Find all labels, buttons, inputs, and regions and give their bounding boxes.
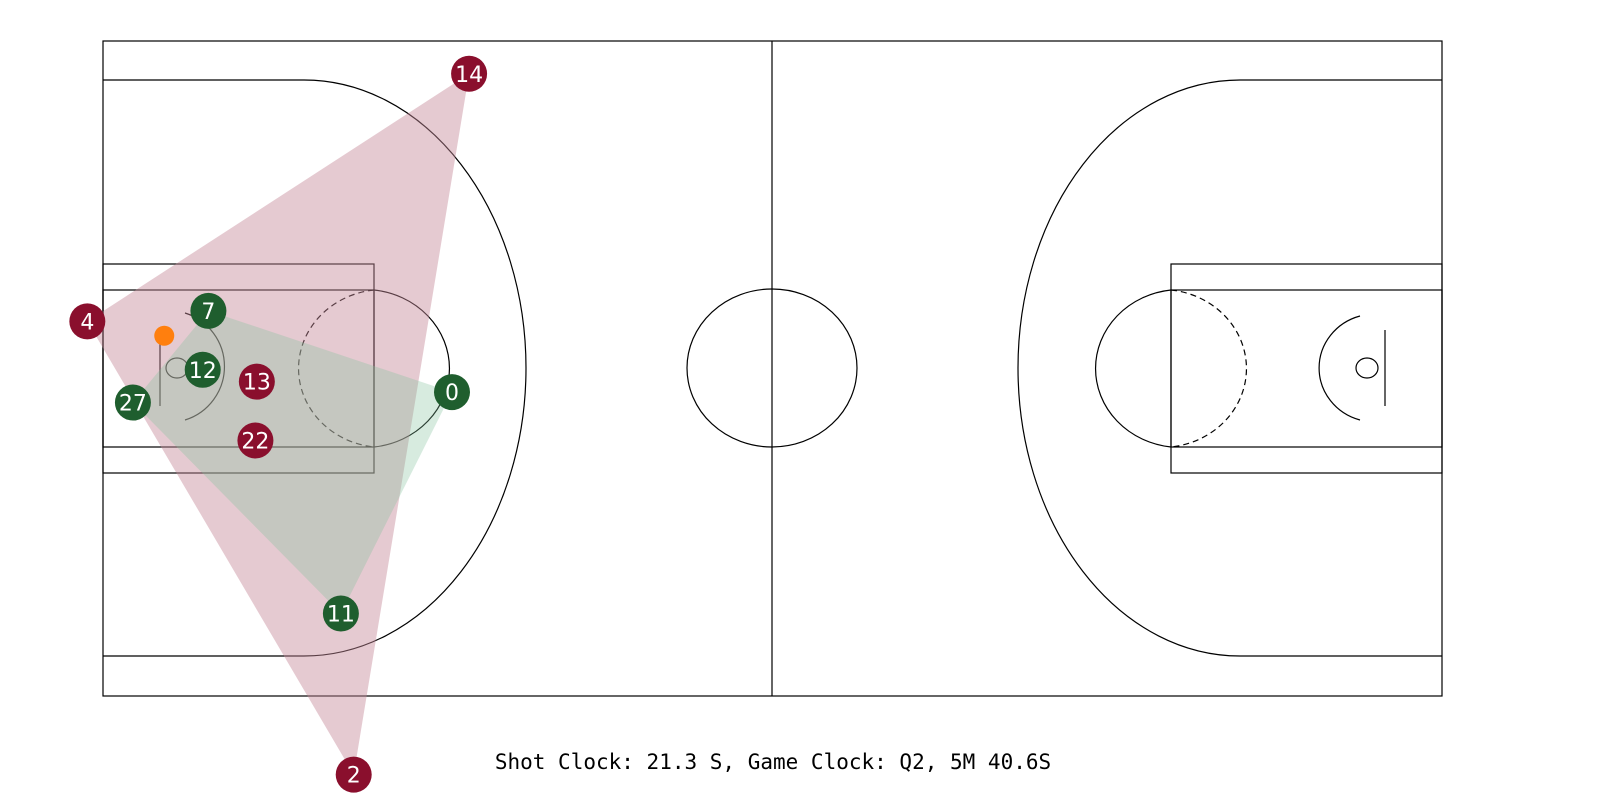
ball-layer — [154, 326, 174, 346]
right-free-throw-circle-solid — [1096, 290, 1171, 447]
away-player-12[interactable]: 12 — [185, 352, 221, 388]
home-player-number: 2 — [347, 764, 361, 789]
clock-text: Shot Clock: 21.3 S, Game Clock: Q2, 5M 4… — [495, 750, 1051, 774]
home-player-14[interactable]: 14 — [451, 56, 487, 92]
away-player-27[interactable]: 27 — [115, 385, 151, 421]
away-player-number: 27 — [119, 392, 147, 417]
right-hoop — [1356, 358, 1378, 378]
home-player-4[interactable]: 4 — [69, 303, 105, 339]
away-player-number: 12 — [189, 359, 217, 384]
away-player-0[interactable]: 0 — [434, 374, 470, 410]
right-half-markings — [1018, 80, 1442, 656]
away-player-number: 11 — [327, 602, 355, 627]
right-free-throw-circle-dashed — [1171, 290, 1246, 447]
away-player-11[interactable]: 11 — [323, 595, 359, 631]
right-restricted-area — [1319, 316, 1360, 420]
home-player-13[interactable]: 13 — [239, 364, 275, 400]
home-player-2[interactable]: 2 — [336, 757, 372, 793]
home-player-number: 4 — [80, 310, 94, 335]
home-player-number: 14 — [455, 63, 483, 88]
home-player-number: 13 — [243, 371, 271, 396]
team-hulls — [87, 74, 469, 775]
right-three-point-arc — [1018, 80, 1240, 656]
away-player-7[interactable]: 7 — [190, 293, 226, 329]
home-player-number: 22 — [241, 430, 269, 455]
ball — [154, 326, 174, 346]
home-player-22[interactable]: 22 — [237, 423, 273, 459]
away-player-number: 0 — [445, 381, 459, 406]
right-outer-lane — [1171, 264, 1442, 473]
away-player-number: 7 — [201, 300, 215, 325]
right-key — [1171, 290, 1442, 447]
